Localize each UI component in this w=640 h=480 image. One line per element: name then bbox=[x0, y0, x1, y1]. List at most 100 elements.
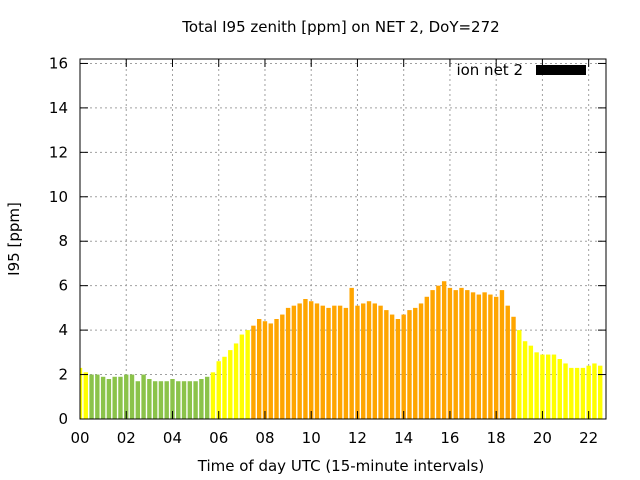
bar bbox=[430, 290, 435, 419]
bar bbox=[447, 287, 453, 419]
bar bbox=[557, 359, 562, 419]
y-tick-label: 2 bbox=[58, 366, 68, 384]
y-tick-label: 12 bbox=[49, 143, 68, 161]
x-tick-label: 06 bbox=[209, 429, 228, 447]
bar bbox=[158, 381, 164, 419]
legend-swatch bbox=[536, 65, 586, 75]
bar bbox=[141, 374, 146, 419]
bar bbox=[95, 374, 100, 419]
bar bbox=[228, 350, 233, 419]
bar bbox=[274, 319, 279, 419]
bar bbox=[337, 305, 343, 419]
bar bbox=[204, 376, 210, 419]
bar bbox=[534, 352, 539, 419]
x-tick-label: 10 bbox=[302, 429, 321, 447]
bar bbox=[245, 330, 250, 419]
bar bbox=[320, 305, 325, 419]
bar bbox=[112, 376, 117, 419]
y-tick-label: 4 bbox=[58, 321, 68, 339]
bar bbox=[592, 363, 597, 419]
bar bbox=[418, 303, 424, 419]
x-tick-label: 14 bbox=[394, 429, 413, 447]
bar bbox=[424, 296, 430, 419]
bar bbox=[453, 290, 458, 419]
bar bbox=[314, 303, 320, 419]
y-tick-label: 14 bbox=[49, 99, 68, 117]
x-tick-label: 16 bbox=[440, 429, 459, 447]
bar bbox=[222, 356, 227, 419]
x-tick-label: 08 bbox=[255, 429, 274, 447]
bar bbox=[83, 372, 88, 419]
bar bbox=[441, 281, 447, 419]
bar bbox=[268, 323, 273, 419]
bar bbox=[586, 365, 591, 419]
bar bbox=[326, 307, 331, 419]
bar bbox=[355, 305, 360, 419]
bar bbox=[187, 381, 193, 419]
bar bbox=[511, 316, 516, 419]
y-tick-label: 10 bbox=[49, 188, 68, 206]
bar bbox=[152, 381, 158, 419]
bar bbox=[522, 341, 528, 419]
chart-title: Total I95 zenith [ppm] on NET 2, DoY=272 bbox=[181, 18, 499, 36]
bar bbox=[546, 354, 551, 419]
bar bbox=[233, 343, 239, 419]
bar bbox=[343, 307, 349, 419]
bar bbox=[118, 376, 123, 419]
bar bbox=[470, 292, 476, 419]
x-tick-label: 04 bbox=[163, 429, 182, 447]
bar bbox=[563, 363, 568, 419]
bar bbox=[80, 367, 83, 419]
bar bbox=[574, 367, 580, 419]
y-tick-label: 8 bbox=[58, 232, 68, 250]
bar bbox=[291, 305, 297, 419]
bar bbox=[89, 374, 94, 419]
bar bbox=[540, 354, 545, 419]
bar bbox=[106, 379, 112, 419]
bar bbox=[580, 367, 586, 419]
y-tick-label: 6 bbox=[58, 277, 68, 295]
bar bbox=[395, 319, 401, 419]
bar bbox=[170, 379, 175, 419]
x-tick-label: 00 bbox=[70, 429, 89, 447]
bar bbox=[378, 305, 383, 419]
bar bbox=[361, 303, 366, 419]
bar bbox=[147, 379, 152, 419]
bar bbox=[285, 307, 291, 419]
bar bbox=[493, 296, 499, 419]
bar bbox=[488, 294, 493, 419]
x-tick-label: 12 bbox=[348, 429, 367, 447]
bar bbox=[181, 381, 187, 419]
bar bbox=[517, 330, 522, 419]
bar bbox=[372, 303, 377, 419]
y-tick-label: 16 bbox=[49, 54, 68, 72]
bar bbox=[124, 374, 129, 419]
bar bbox=[239, 334, 245, 419]
y-axis-label: I95 [ppm] bbox=[5, 202, 23, 276]
bar bbox=[193, 381, 198, 419]
x-tick-label: 18 bbox=[487, 429, 506, 447]
bar bbox=[569, 367, 574, 419]
bar bbox=[256, 319, 262, 419]
bars bbox=[80, 281, 603, 419]
x-tick-label: 22 bbox=[579, 429, 598, 447]
bar bbox=[216, 361, 221, 419]
bar bbox=[413, 307, 418, 419]
bar bbox=[366, 301, 372, 419]
bar bbox=[436, 285, 441, 419]
bar bbox=[401, 314, 406, 419]
bar bbox=[482, 292, 487, 419]
bar bbox=[303, 299, 308, 419]
bar bbox=[465, 290, 470, 419]
bar bbox=[459, 287, 464, 419]
bar bbox=[251, 325, 256, 419]
bar bbox=[407, 310, 412, 419]
plot-frame bbox=[79, 58, 607, 420]
bar bbox=[528, 345, 534, 419]
bar bbox=[309, 301, 314, 419]
bar bbox=[135, 381, 140, 419]
bar bbox=[100, 376, 106, 419]
y-tick-label: 0 bbox=[58, 410, 68, 428]
x-tick-label: 02 bbox=[117, 429, 136, 447]
